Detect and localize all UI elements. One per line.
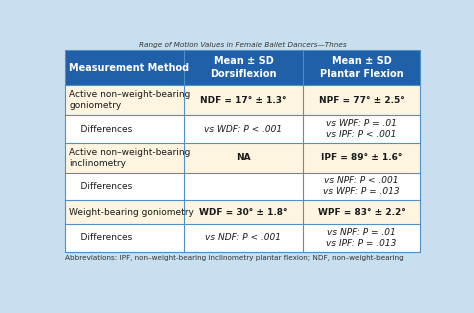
Text: Weight-bearing goniometry: Weight-bearing goniometry [69, 208, 194, 217]
Bar [65, 85, 420, 115]
Text: Abbreviations: IPF, non–weight-bearing inclinometry plantar flexion; NDF, non–we: Abbreviations: IPF, non–weight-bearing i… [65, 255, 404, 261]
Bar [65, 143, 420, 173]
Text: vs NPF: P < .001
vs WPF: P = .013: vs NPF: P < .001 vs WPF: P = .013 [323, 176, 400, 197]
Text: WPF = 83° ± 2.2°: WPF = 83° ± 2.2° [318, 208, 405, 217]
Text: Differences: Differences [69, 233, 133, 243]
Bar [65, 200, 420, 224]
Text: IPF = 89° ± 1.6°: IPF = 89° ± 1.6° [321, 153, 402, 162]
Text: NA: NA [236, 153, 251, 162]
Text: Active non–weight-bearing
inclinometry: Active non–weight-bearing inclinometry [69, 148, 191, 168]
Text: Mean ± SD
Dorsiflexion: Mean ± SD Dorsiflexion [210, 56, 277, 79]
Text: vs WPF: P = .01
vs IPF: P < .001: vs WPF: P = .01 vs IPF: P < .001 [326, 119, 397, 139]
Bar [65, 50, 420, 85]
Bar [65, 173, 420, 200]
Bar [65, 115, 420, 143]
Text: Mean ± SD
Plantar Flexion: Mean ± SD Plantar Flexion [319, 56, 403, 79]
Text: vs NDF: P < .001: vs NDF: P < .001 [205, 233, 282, 243]
Text: NDF = 17° ± 1.3°: NDF = 17° ± 1.3° [200, 96, 287, 105]
Text: Measurement Method: Measurement Method [69, 63, 190, 73]
Text: vs NPF: P = .01
vs IPF: P = .013: vs NPF: P = .01 vs IPF: P = .013 [326, 228, 397, 248]
Text: vs WDF: P < .001: vs WDF: P < .001 [204, 125, 283, 134]
Text: Active non–weight-bearing
goniometry: Active non–weight-bearing goniometry [69, 90, 191, 110]
Text: Range of Motion Values in Female Ballet Dancers—Thnes: Range of Motion Values in Female Ballet … [139, 42, 347, 48]
Text: Differences: Differences [69, 125, 133, 134]
Text: Differences: Differences [69, 182, 133, 191]
Text: WDF = 30° ± 1.8°: WDF = 30° ± 1.8° [199, 208, 288, 217]
Text: NPF = 77° ± 2.5°: NPF = 77° ± 2.5° [319, 96, 404, 105]
Bar [65, 224, 420, 252]
Bar [65, 50, 420, 252]
